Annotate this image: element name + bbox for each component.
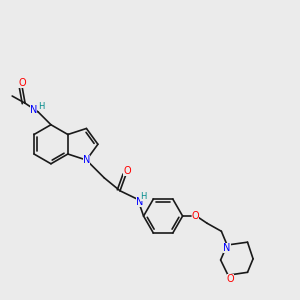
- Text: N: N: [224, 244, 231, 254]
- Text: H: H: [140, 192, 147, 201]
- Text: N: N: [30, 105, 38, 116]
- Text: O: O: [226, 274, 234, 284]
- Text: O: O: [123, 166, 131, 176]
- Text: O: O: [192, 211, 199, 221]
- Text: N: N: [136, 197, 143, 207]
- Text: H: H: [38, 102, 44, 111]
- Text: O: O: [18, 78, 26, 88]
- Text: N: N: [83, 155, 90, 165]
